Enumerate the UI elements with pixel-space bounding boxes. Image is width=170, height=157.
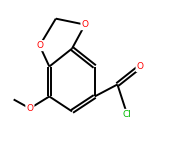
Text: O: O (137, 62, 144, 71)
Text: O: O (36, 41, 43, 50)
Text: O: O (81, 20, 89, 29)
Text: O: O (26, 104, 33, 113)
Text: Cl: Cl (123, 110, 132, 119)
